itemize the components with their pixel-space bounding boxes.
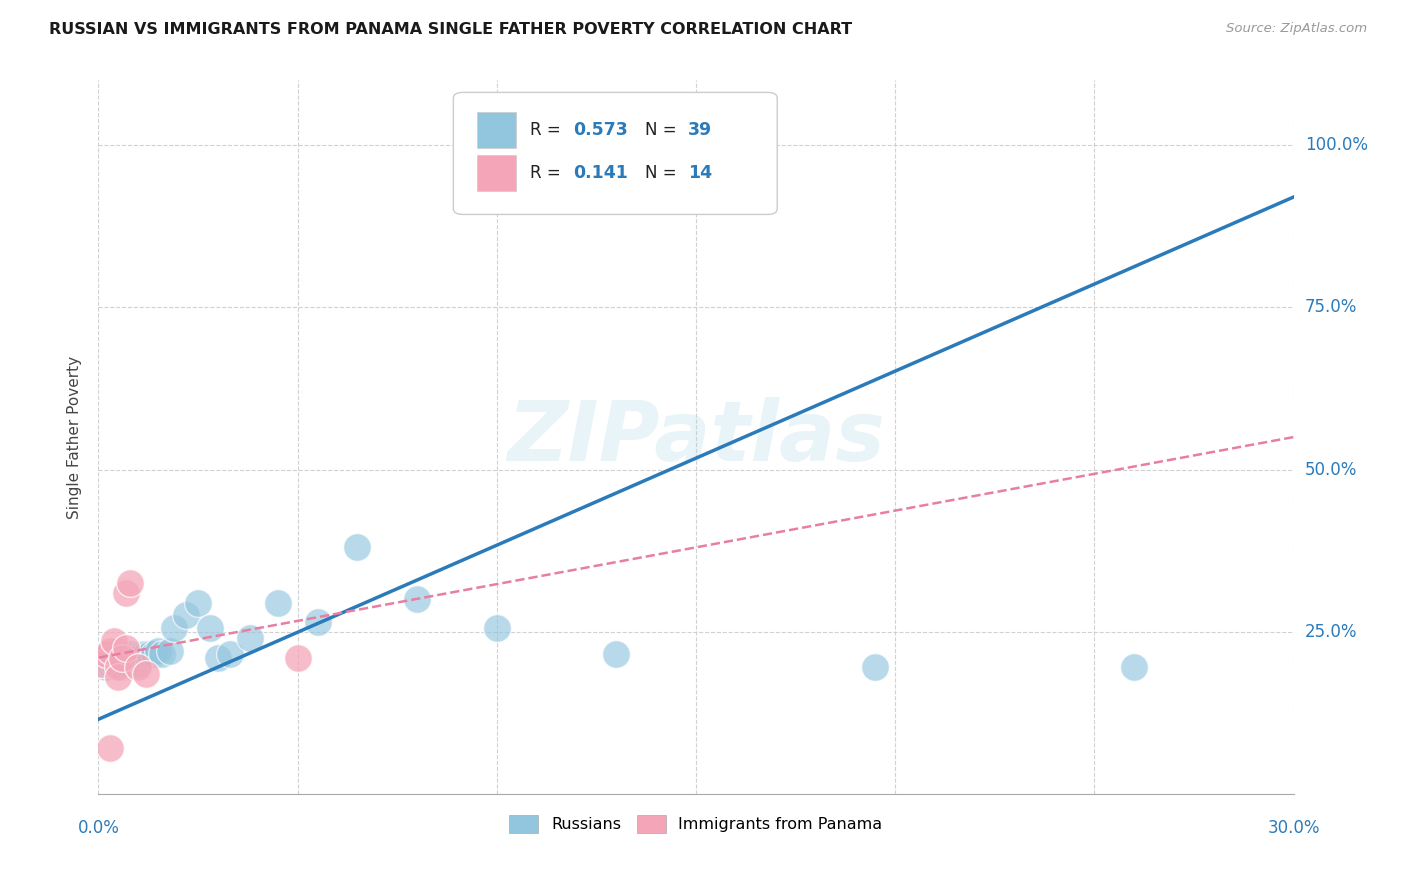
Point	[239, 631, 262, 645]
Point	[120, 648, 142, 662]
Point	[135, 648, 157, 662]
Text: ZIPatlas: ZIPatlas	[508, 397, 884, 477]
Point	[120, 576, 142, 591]
Point	[98, 644, 122, 658]
Text: 0.141: 0.141	[572, 164, 627, 182]
Text: Source: ZipAtlas.com: Source: ZipAtlas.com	[1226, 22, 1367, 36]
Point	[406, 592, 429, 607]
Point	[174, 608, 197, 623]
Point	[139, 648, 162, 662]
Text: 75.0%: 75.0%	[1305, 298, 1357, 317]
Point	[135, 666, 157, 681]
Point	[127, 650, 149, 665]
Point	[98, 650, 122, 665]
Point	[96, 648, 118, 662]
Point	[187, 595, 209, 609]
Point	[307, 615, 329, 629]
FancyBboxPatch shape	[477, 112, 516, 148]
Text: RUSSIAN VS IMMIGRANTS FROM PANAMA SINGLE FATHER POVERTY CORRELATION CHART: RUSSIAN VS IMMIGRANTS FROM PANAMA SINGLE…	[49, 22, 852, 37]
Point	[127, 657, 149, 672]
Point	[91, 657, 114, 672]
Point	[111, 650, 134, 665]
Point	[115, 657, 138, 672]
FancyBboxPatch shape	[477, 155, 516, 191]
Point	[107, 654, 129, 668]
Text: R =: R =	[530, 121, 565, 139]
Point	[96, 660, 118, 674]
Point	[96, 648, 118, 662]
Point	[111, 660, 134, 674]
Point	[1123, 660, 1146, 674]
Point	[115, 650, 138, 665]
Point	[111, 648, 134, 662]
Point	[103, 657, 125, 672]
FancyBboxPatch shape	[453, 93, 778, 214]
Point	[107, 670, 129, 684]
Text: 0.573: 0.573	[572, 121, 627, 139]
Text: 39: 39	[688, 121, 711, 139]
Point	[115, 586, 138, 600]
Point	[124, 657, 146, 672]
Point	[127, 660, 149, 674]
Point	[131, 648, 153, 662]
Text: 50.0%: 50.0%	[1305, 460, 1357, 478]
Point	[485, 622, 508, 636]
Point	[91, 654, 114, 668]
Point	[107, 660, 129, 674]
Legend: Russians, Immigrants from Panama: Russians, Immigrants from Panama	[503, 808, 889, 839]
Text: R =: R =	[530, 164, 571, 182]
Point	[163, 622, 186, 636]
Point	[148, 644, 170, 658]
Point	[287, 650, 309, 665]
Point	[267, 595, 290, 609]
Point	[107, 644, 129, 658]
Point	[219, 648, 242, 662]
Point	[605, 648, 627, 662]
Point	[103, 648, 125, 662]
Point	[150, 648, 173, 662]
Point	[98, 657, 122, 672]
Text: 100.0%: 100.0%	[1305, 136, 1368, 154]
Text: 25.0%: 25.0%	[1305, 623, 1357, 640]
Y-axis label: Single Father Poverty: Single Father Poverty	[67, 356, 83, 518]
Point	[159, 644, 181, 658]
Point	[115, 640, 138, 655]
Point	[865, 660, 887, 674]
Point	[143, 648, 166, 662]
Point	[198, 622, 221, 636]
Text: 0.0%: 0.0%	[77, 819, 120, 837]
Text: N =: N =	[644, 164, 682, 182]
Point	[207, 650, 229, 665]
Text: 14: 14	[688, 164, 711, 182]
Point	[98, 741, 122, 756]
Point	[103, 634, 125, 648]
Text: 30.0%: 30.0%	[1267, 819, 1320, 837]
Text: N =: N =	[644, 121, 682, 139]
Point	[346, 541, 368, 555]
